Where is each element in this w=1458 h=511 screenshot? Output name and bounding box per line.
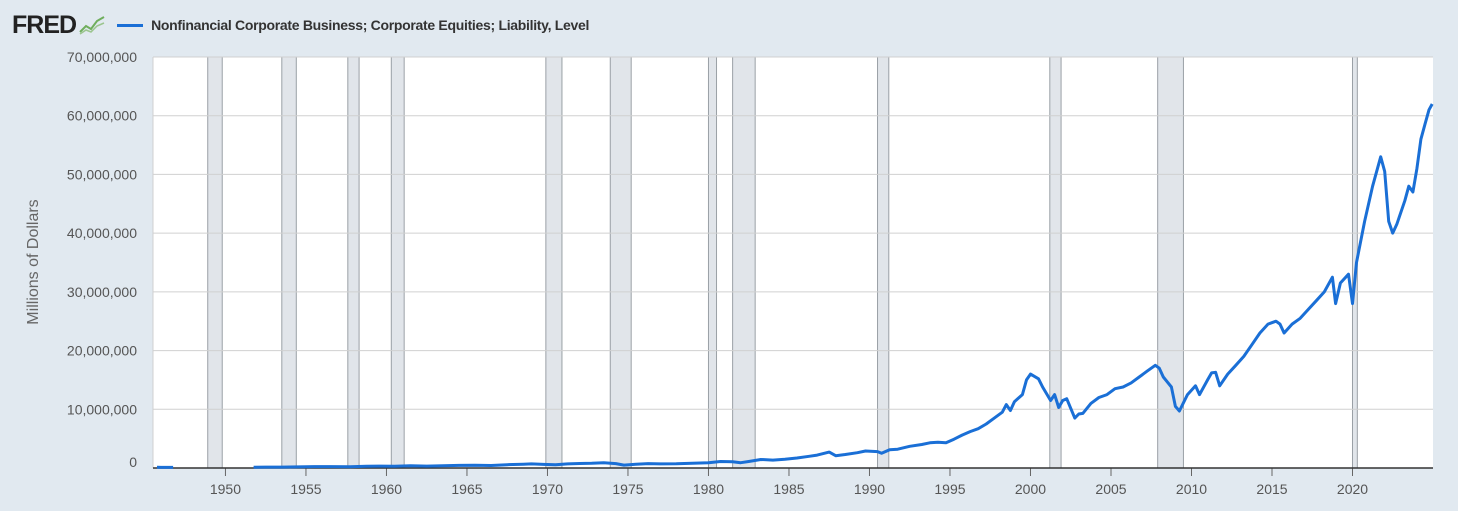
recession-bar [732, 56, 756, 469]
recession-bar [877, 56, 890, 469]
y-tick-label: 20,000,000 [67, 343, 137, 359]
y-tick-label: 70,000,000 [67, 49, 137, 65]
x-tick-label: 1980 [693, 481, 724, 497]
x-tick-label: 2015 [1256, 481, 1287, 497]
x-tick-label: 1995 [934, 481, 965, 497]
x-tick-label: 2020 [1337, 481, 1368, 497]
chart-header: FRED Nonfinancial Corporate Business; Co… [12, 10, 589, 40]
plot-area [153, 57, 1433, 468]
x-tick-label: 1985 [773, 481, 804, 497]
x-tick-label: 2000 [1015, 481, 1046, 497]
y-tick-label: 50,000,000 [67, 166, 137, 182]
x-tick-label: 1950 [210, 481, 241, 497]
line-chart-icon [79, 16, 105, 35]
recession-bar [281, 56, 297, 469]
y-tick-label: 0 [129, 454, 137, 470]
y-tick-label: 40,000,000 [67, 225, 137, 241]
fred-logo[interactable]: FRED [12, 10, 77, 39]
x-tick-label: 1965 [451, 481, 482, 497]
y-tick-label: 10,000,000 [67, 401, 137, 417]
y-axis-label: Millions of Dollars [25, 199, 42, 324]
recession-bar [1157, 56, 1184, 469]
recession-bar [390, 56, 405, 469]
recession-bar [707, 56, 718, 469]
y-axis-ticks: 0 10,000,000 20,000,000 30,000,000 40,000,00… [67, 49, 137, 470]
recession-bar [207, 56, 223, 469]
x-tick-label: 1960 [371, 481, 402, 497]
y-tick-label: 30,000,000 [67, 284, 137, 300]
y-tick-label: 60,000,000 [67, 108, 137, 124]
x-tick-label: 2005 [1095, 481, 1126, 497]
x-tick-label: 1955 [290, 481, 321, 497]
legend-label[interactable]: Nonfinancial Corporate Business; Corpora… [151, 17, 590, 33]
x-axis-ticks: 1950 1955 1960 1965 1970 1975 1980 1985 1990 1995… [210, 468, 1368, 497]
recession-bar [609, 56, 632, 469]
recession-bar [545, 56, 563, 469]
recession-bar [347, 56, 360, 469]
gridlines [152, 56, 1433, 468]
legend-swatch [117, 23, 144, 27]
series-line[interactable] [156, 103, 1434, 469]
x-tick-label: 1975 [612, 481, 643, 497]
x-tick-label: 2010 [1176, 481, 1207, 497]
x-tick-label: 1990 [854, 481, 885, 497]
x-tick-label: 1970 [532, 481, 563, 497]
